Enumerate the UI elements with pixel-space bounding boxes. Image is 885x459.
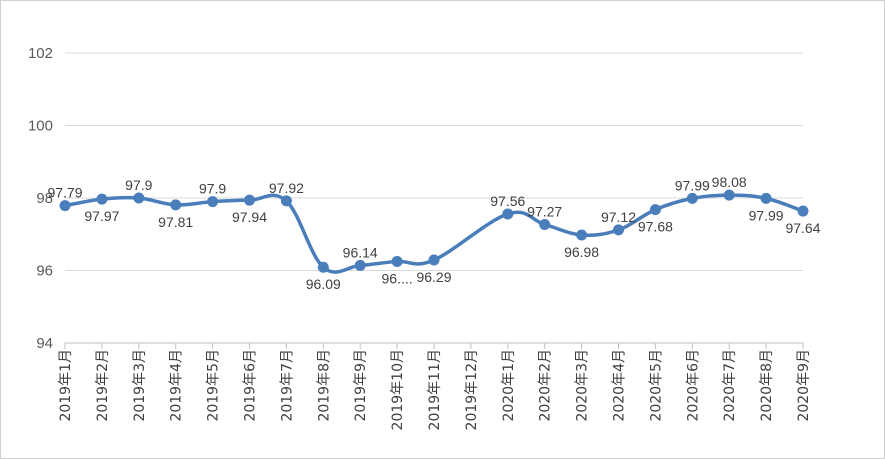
data-point-marker	[133, 192, 145, 204]
data-point-marker	[502, 208, 514, 220]
data-label: 97.64	[785, 220, 820, 236]
y-tick-label: 102	[28, 45, 53, 62]
data-point-marker	[428, 254, 440, 266]
data-point-marker	[760, 192, 772, 204]
x-tick-label: 2020年7月	[722, 349, 738, 422]
x-tick-label: 2019年2月	[95, 349, 111, 422]
x-tick-label: 2020年2月	[538, 349, 554, 422]
data-point-marker	[207, 196, 219, 208]
data-label: 97.79	[47, 185, 82, 201]
data-label: 96.29	[416, 269, 451, 285]
data-label: 96.14	[343, 244, 378, 260]
data-point-marker	[280, 195, 292, 207]
data-label: 97.92	[269, 180, 304, 196]
data-label: 96.09	[306, 276, 341, 292]
data-point-marker	[613, 224, 624, 236]
y-tick-label: 94	[36, 335, 53, 352]
x-tick-label: 2019年8月	[316, 349, 332, 422]
series-line-path	[63, 193, 805, 274]
data-labels: 97.7997.9797.997.8197.997.9497.9296.0996…	[47, 174, 820, 292]
data-point-marker	[96, 193, 108, 205]
x-tick-label: 2019年10月	[390, 349, 406, 430]
data-label: 97.9	[125, 177, 152, 193]
data-label: 97.97	[84, 208, 119, 224]
x-tick-label: 2019年3月	[132, 349, 148, 422]
data-point-marker	[317, 261, 329, 273]
x-tick-label: 2020年8月	[759, 349, 775, 422]
data-label: 97.56	[490, 193, 525, 209]
data-label: 97.68	[638, 219, 673, 235]
x-tick-label: 2020年6月	[685, 349, 701, 422]
data-label: 97.12	[601, 209, 636, 225]
data-point-marker	[576, 229, 588, 241]
gridlines	[65, 52, 803, 344]
data-point-marker	[244, 194, 255, 206]
x-tick-label: 2019年1月	[58, 349, 74, 422]
x-axis-ticks: 2019年1月 2019年2月 2019年3月 2019年4月 2019年5月 2019年…	[58, 343, 812, 430]
x-tick-label: 2020年5月	[648, 349, 664, 422]
data-label: 97.27	[527, 203, 562, 219]
x-tick-label: 2019年5月	[206, 349, 222, 422]
x-tick-label: 2019年9月	[353, 349, 369, 422]
x-tick-label: 2019年11月	[427, 349, 443, 430]
y-tick-label: 98	[36, 190, 53, 207]
data-label: 96.98	[564, 244, 599, 260]
data-label: 97.81	[158, 214, 193, 230]
x-tick-label: 2019年6月	[243, 349, 259, 422]
x-tick-label: 2019年12月	[464, 349, 480, 430]
data-point-marker	[649, 204, 661, 216]
data-point-marker	[59, 200, 71, 212]
data-point-marker	[170, 199, 182, 211]
x-tick-label: 2020年3月	[575, 349, 591, 422]
data-point-marker	[354, 259, 366, 271]
x-tick-label: 2020年4月	[612, 349, 628, 422]
data-point-marker	[797, 205, 809, 217]
data-label: 98.08	[712, 174, 747, 190]
series-line	[63, 193, 805, 274]
x-tick-label: 2019年7月	[279, 349, 295, 422]
data-label: 97.94	[232, 209, 267, 225]
x-tick-label: 2020年1月	[501, 349, 517, 422]
data-point-marker	[723, 189, 735, 201]
data-point-marker	[391, 255, 403, 267]
y-axis-ticks: 94 96 98 100 102	[28, 45, 53, 352]
x-tick-label: 2019年4月	[169, 349, 185, 422]
data-label: 97.9	[199, 181, 226, 197]
data-point-marker	[539, 218, 551, 230]
x-tick-label: 2020年9月	[796, 349, 812, 422]
y-tick-label: 96	[36, 263, 53, 280]
series-markers	[59, 189, 809, 273]
data-point-marker	[686, 192, 698, 204]
data-label: 97.99	[749, 207, 784, 223]
data-label: 96....	[382, 270, 413, 286]
y-tick-label: 100	[28, 118, 53, 135]
data-label: 97.99	[675, 177, 710, 193]
